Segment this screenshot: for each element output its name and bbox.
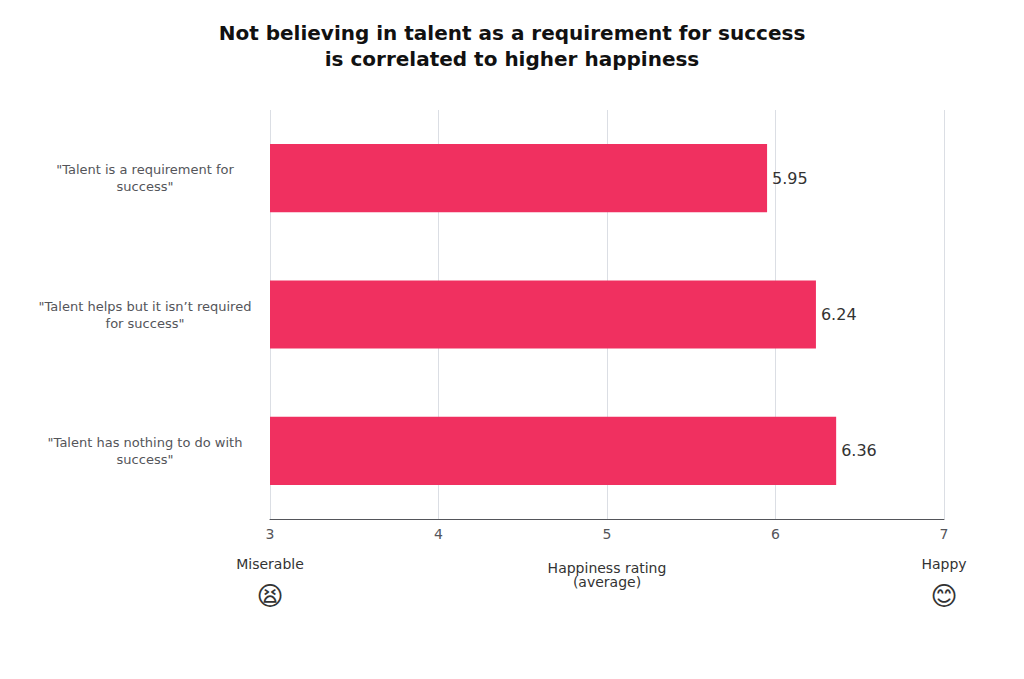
- svg-text:success": success": [117, 179, 174, 194]
- svg-text:"Talent helps but it isn’t req: "Talent helps but it isn’t required: [39, 299, 252, 314]
- svg-text:3: 3: [266, 526, 275, 542]
- svg-text:Miserable: Miserable: [236, 556, 304, 572]
- svg-text:5: 5: [603, 526, 612, 542]
- svg-text:Not believing in talent as a r: Not believing in talent as a requirement…: [219, 21, 806, 45]
- svg-text:6: 6: [771, 526, 780, 542]
- svg-text:is correlated to higher happin: is correlated to higher happiness: [325, 47, 700, 71]
- svg-text:"Talent has nothing to do with: "Talent has nothing to do with: [48, 435, 243, 450]
- svg-text:7: 7: [940, 526, 949, 542]
- svg-text:😊: 😊: [930, 581, 957, 611]
- svg-text:6.24: 6.24: [821, 305, 857, 324]
- svg-text:😫: 😫: [256, 581, 283, 611]
- svg-text:Happy: Happy: [921, 556, 966, 572]
- svg-text:success": success": [117, 452, 174, 467]
- svg-text:Happiness rating: Happiness rating: [547, 560, 667, 576]
- svg-text:(average): (average): [573, 574, 641, 590]
- svg-text:"Talent is a requirement for: "Talent is a requirement for: [56, 162, 234, 177]
- svg-text:5.95: 5.95: [772, 169, 808, 188]
- svg-text:for success": for success": [106, 316, 185, 331]
- svg-text:6.36: 6.36: [841, 441, 877, 460]
- svg-text:4: 4: [434, 526, 443, 542]
